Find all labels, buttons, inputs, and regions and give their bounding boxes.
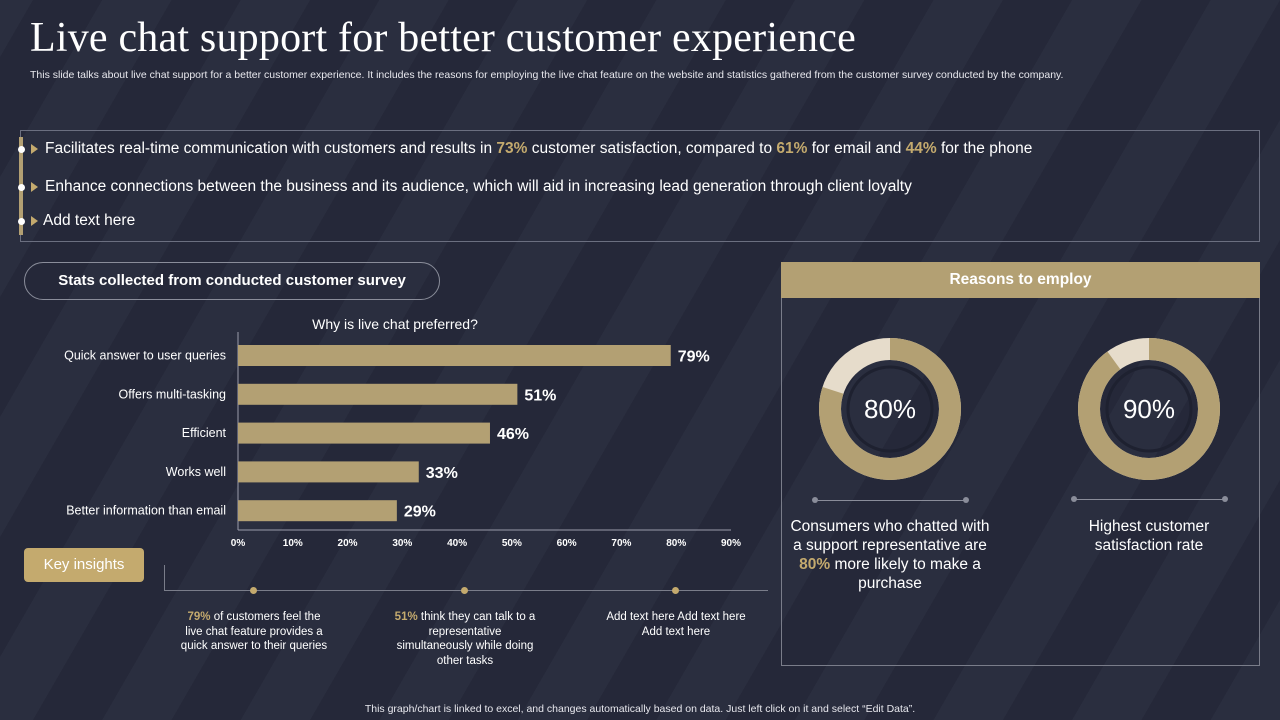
data-label: 46% xyxy=(497,426,529,443)
category-label: Offers multi-tasking xyxy=(119,387,226,401)
tick-label: 70% xyxy=(611,538,631,549)
bar xyxy=(238,422,490,444)
page-title: Live chat support for better customer ex… xyxy=(30,15,856,61)
donut-inner-ring xyxy=(846,365,934,453)
separator-line xyxy=(1076,499,1224,500)
bullet-dot-icon xyxy=(18,184,25,191)
category-label: Works well xyxy=(166,465,226,479)
tick-label: 30% xyxy=(392,538,412,549)
data-label: 33% xyxy=(426,465,458,482)
timeline-dot-icon xyxy=(672,587,679,594)
data-label: 29% xyxy=(404,504,436,521)
separator-line xyxy=(818,500,966,501)
tick-label: 10% xyxy=(283,538,303,549)
insight-connector xyxy=(164,565,165,591)
category-label: Efficient xyxy=(182,426,227,440)
bullet-text: Facilitates real-time communication with… xyxy=(45,140,1033,157)
bullets-box: Facilitates real-time communication with… xyxy=(18,130,1260,242)
tick-label: 0% xyxy=(231,538,246,549)
separator-dot-icon xyxy=(812,497,818,503)
chart-title: Why is live chat preferred? xyxy=(312,316,478,332)
insight-text: 79% of customers feel the live chat feat… xyxy=(180,611,328,652)
tick-label: 20% xyxy=(338,538,358,549)
tick-label: 40% xyxy=(447,538,467,549)
donut-label: 90% xyxy=(1123,394,1175,424)
category-label: Quick answer to user queries xyxy=(64,349,226,363)
donut-arc xyxy=(819,338,961,480)
bar xyxy=(238,500,397,522)
tick-label: 90% xyxy=(721,538,741,549)
key-insights-label: Key insights xyxy=(24,548,144,582)
bullet-dot-icon xyxy=(18,218,25,225)
tick-label: 80% xyxy=(666,538,686,549)
data-label: 79% xyxy=(678,349,710,366)
reason-text: Highest customer satisfaction rate xyxy=(1088,518,1210,554)
triangle-arrow-icon xyxy=(31,182,38,192)
reason-text: Consumers who chatted with a support rep… xyxy=(790,518,990,592)
triangle-arrow-icon xyxy=(31,144,38,154)
bar-chart: Quick answer to user queries 79% Offers mu… xyxy=(64,332,741,549)
separator-dot-icon xyxy=(1071,496,1077,502)
footnote: This graph/chart is linked to excel, and… xyxy=(364,703,916,715)
donut-chart: 90% xyxy=(1078,338,1220,480)
bar xyxy=(238,383,518,405)
insight-text: Add text here Add text here Add text her… xyxy=(606,611,746,638)
triangle-arrow-icon xyxy=(31,216,38,226)
bullet-text: Enhance connections between the business… xyxy=(45,178,912,195)
donut-arc-group xyxy=(819,338,961,480)
page-subtitle: This slide talks about live chat support… xyxy=(30,69,1064,81)
donut-arc xyxy=(1078,338,1220,480)
tick-label: 50% xyxy=(502,538,522,549)
insight-text: 51% think they can talk to a representat… xyxy=(394,611,536,667)
donut-label: 80% xyxy=(864,394,916,424)
category-label: Better information than email xyxy=(66,504,226,518)
timeline-dot-icon xyxy=(461,587,468,594)
timeline-dot-icon xyxy=(250,587,257,594)
reasons-heading: Reasons to employ xyxy=(781,262,1260,298)
donut-arc-group xyxy=(1078,338,1220,480)
donut-inner-ring xyxy=(1105,365,1193,453)
bullet-text: Add text here xyxy=(43,212,136,229)
stats-heading: Stats collected from conducted customer … xyxy=(24,262,440,300)
bar xyxy=(238,345,671,366)
bullet-dot-icon xyxy=(18,146,25,153)
separator-dot-icon xyxy=(1222,496,1228,502)
separator-dot-icon xyxy=(963,497,969,503)
tick-label: 60% xyxy=(557,538,577,549)
data-label: 51% xyxy=(524,387,556,404)
donut-chart: 80% xyxy=(819,338,961,480)
bar xyxy=(238,461,419,483)
